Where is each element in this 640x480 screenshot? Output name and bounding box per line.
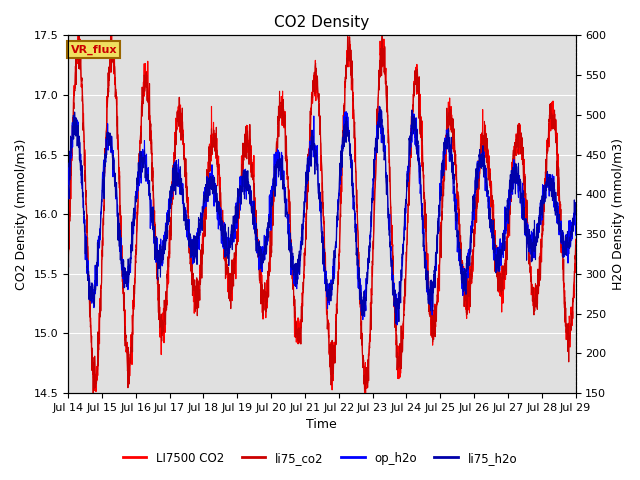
LI7500 CO2 [90,371,98,377]
li75_h2o [392,321,400,326]
li75_co2 [64,263,72,268]
op_h2o [376,103,383,109]
LI7500 CO2 [298,301,305,307]
li75_h2o [64,195,72,201]
li75_h2o [572,200,579,205]
op_h2o [465,275,472,280]
Legend: LI7500 CO2, li75_co2, op_h2o, li75_h2o: LI7500 CO2, li75_co2, op_h2o, li75_h2o [118,447,522,469]
LI7500 CO2 [108,25,116,31]
op_h2o [393,322,401,328]
Line: op_h2o: op_h2o [68,106,575,325]
LI7500 CO2 [465,287,472,292]
op_h2o [298,234,305,240]
li75_co2 [557,227,565,232]
li75_h2o [376,104,383,109]
op_h2o [64,190,72,195]
li75_co2 [298,317,306,323]
li75_h2o [90,290,98,296]
op_h2o [557,241,565,247]
op_h2o [311,147,319,153]
op_h2o [572,232,579,238]
Text: VR_flux: VR_flux [70,44,117,55]
li75_h2o [311,171,319,177]
li75_h2o [465,259,472,264]
li75_co2 [465,290,472,296]
LI7500 CO2 [557,250,565,255]
li75_co2 [90,372,98,378]
LI7500 CO2 [64,243,72,249]
Title: CO2 Density: CO2 Density [274,15,369,30]
LI7500 CO2 [557,225,565,231]
Line: li75_h2o: li75_h2o [68,107,575,324]
li75_h2o [298,246,305,252]
LI7500 CO2 [572,236,579,242]
li75_h2o [557,234,565,240]
op_h2o [90,305,98,311]
li75_co2 [557,245,565,251]
li75_co2 [572,242,579,248]
li75_co2 [90,391,97,396]
LI7500 CO2 [362,392,369,397]
LI7500 CO2 [311,93,319,99]
Y-axis label: CO2 Density (mmol/m3): CO2 Density (mmol/m3) [15,139,28,290]
Line: li75_co2: li75_co2 [68,17,575,394]
op_h2o [557,218,565,224]
X-axis label: Time: Time [307,419,337,432]
Y-axis label: H2O Density (mmol/m3): H2O Density (mmol/m3) [612,138,625,290]
li75_h2o [557,240,565,245]
li75_co2 [312,62,319,68]
li75_co2 [107,14,115,20]
Line: LI7500 CO2: LI7500 CO2 [68,28,575,395]
